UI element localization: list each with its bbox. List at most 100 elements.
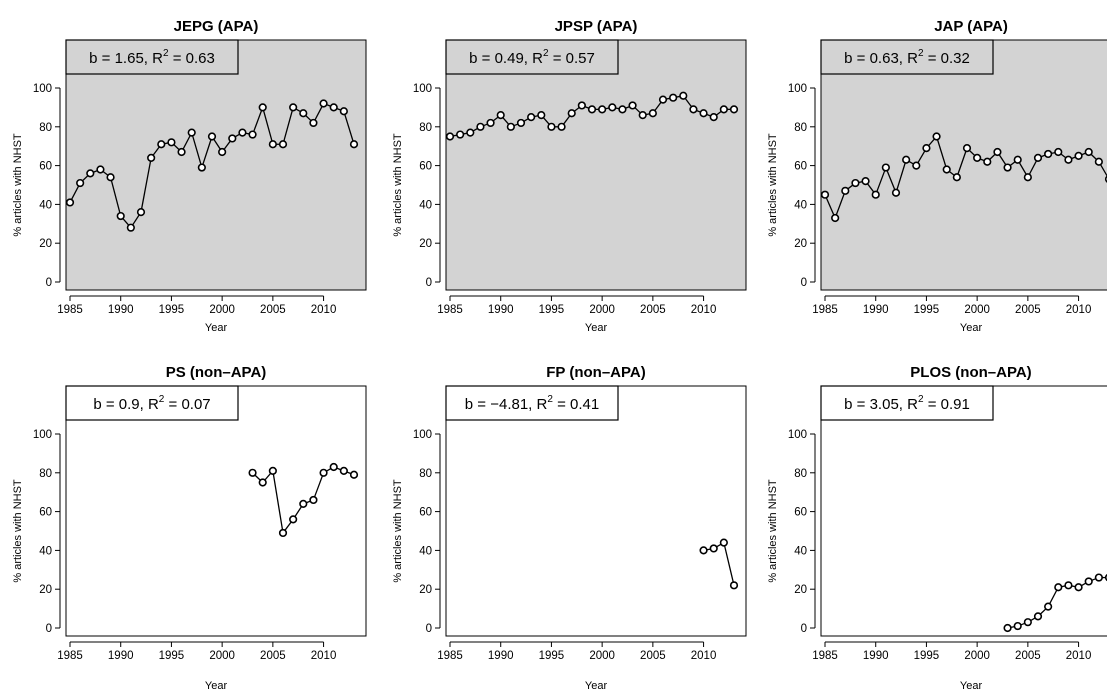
data-point bbox=[628, 101, 637, 110]
chart-panel-1: JEPG (APA)1985 1990 1995 2000 2005 2010020406… bbox=[12, 18, 367, 334]
series-segment bbox=[956, 147, 968, 178]
data-point bbox=[187, 128, 196, 137]
regression-legend: b = 0.63, R2 = 0.32 bbox=[844, 48, 970, 67]
data-point bbox=[258, 103, 267, 112]
regression-legend: b = 0.49, R2 = 0.57 bbox=[469, 48, 595, 67]
data-point bbox=[537, 111, 546, 120]
y-tick-label: 60 bbox=[419, 161, 432, 173]
series-segment bbox=[109, 177, 122, 217]
legend-r-superscript: 2 bbox=[918, 394, 924, 405]
regression-legend-box bbox=[65, 385, 239, 421]
series-segment bbox=[312, 472, 325, 501]
data-point bbox=[1023, 618, 1032, 627]
chart-panel-2: JPSP (APA)1985 1990 1995 2000 2005 2010020406… bbox=[392, 18, 747, 334]
legend-r-superscript: 2 bbox=[547, 394, 553, 405]
legend-r: R bbox=[537, 396, 548, 413]
data-point bbox=[983, 157, 992, 166]
data-point bbox=[466, 128, 475, 137]
data-point bbox=[527, 112, 536, 122]
data-point bbox=[1033, 153, 1043, 162]
x-tick-label: 1985 bbox=[437, 650, 463, 662]
x-tick-label: 1995 bbox=[914, 304, 940, 316]
data-point bbox=[618, 105, 627, 114]
data-point bbox=[207, 132, 217, 141]
y-tick-label: 40 bbox=[39, 199, 52, 211]
data-point bbox=[116, 211, 125, 221]
data-point bbox=[557, 122, 566, 131]
y-tick-label: 40 bbox=[794, 199, 807, 211]
data-point bbox=[547, 122, 556, 131]
plot-area bbox=[445, 385, 747, 637]
y-tick-label: 40 bbox=[419, 545, 432, 557]
series-segment bbox=[935, 136, 948, 170]
data-point bbox=[598, 105, 607, 114]
y-tick-label: 60 bbox=[794, 161, 807, 173]
data-point bbox=[577, 101, 586, 110]
regression-legend-box bbox=[820, 39, 994, 75]
x-tick-label: 2005 bbox=[1015, 304, 1041, 316]
data-point bbox=[973, 153, 982, 162]
regression-legend-box bbox=[445, 385, 619, 421]
x-axis-label: Year bbox=[205, 322, 228, 334]
legend-r: R bbox=[907, 396, 918, 413]
data-point bbox=[831, 213, 840, 223]
data-point bbox=[699, 109, 708, 118]
data-point bbox=[319, 99, 328, 108]
data-point bbox=[289, 515, 298, 524]
legend-slope: b = −4.81, bbox=[465, 396, 537, 413]
y-tick-label: 100 bbox=[788, 83, 807, 95]
data-point bbox=[177, 147, 186, 157]
data-point bbox=[871, 190, 880, 199]
data-point bbox=[1044, 602, 1053, 611]
data-point bbox=[1003, 163, 1012, 172]
data-point bbox=[881, 163, 890, 172]
data-point bbox=[719, 538, 728, 547]
series-segment bbox=[262, 107, 274, 145]
x-tick-label: 1990 bbox=[863, 304, 889, 316]
y-tick-label: 100 bbox=[33, 429, 52, 441]
data-point bbox=[1094, 573, 1103, 582]
y-tick-label: 100 bbox=[788, 429, 807, 441]
data-point bbox=[349, 140, 359, 149]
y-axis-label: % articles with NHST bbox=[12, 133, 24, 237]
data-point bbox=[278, 140, 288, 149]
y-tick-label: 0 bbox=[801, 623, 807, 635]
data-point bbox=[309, 118, 318, 128]
data-point bbox=[1023, 173, 1032, 182]
data-point bbox=[587, 105, 597, 114]
y-axis-label: % articles with NHST bbox=[12, 479, 24, 583]
legend-slope: b = 0.49, bbox=[469, 50, 532, 67]
x-tick-label: 1985 bbox=[812, 304, 838, 316]
data-point bbox=[1033, 612, 1043, 621]
data-point bbox=[456, 130, 465, 139]
data-point bbox=[669, 93, 678, 102]
legend-slope: b = 0.9, bbox=[93, 396, 148, 413]
legend-r-value: = 0.57 bbox=[549, 50, 595, 67]
y-axis-label: % articles with NHST bbox=[392, 133, 404, 237]
x-tick-label: 2010 bbox=[1066, 650, 1092, 662]
x-tick-label: 1990 bbox=[488, 304, 514, 316]
data-point bbox=[167, 138, 176, 147]
data-point bbox=[1054, 583, 1063, 592]
data-point bbox=[891, 188, 901, 197]
y-tick-label: 20 bbox=[419, 584, 432, 596]
plot-area bbox=[65, 385, 367, 637]
y-tick-label: 20 bbox=[794, 584, 807, 596]
plot-area bbox=[445, 39, 747, 291]
data-point bbox=[719, 105, 728, 114]
data-point bbox=[861, 177, 870, 186]
data-point bbox=[126, 223, 135, 232]
series-segment bbox=[201, 136, 213, 168]
y-tick-label: 20 bbox=[794, 238, 807, 250]
y-tick-label: 20 bbox=[39, 584, 52, 596]
data-point bbox=[679, 91, 688, 100]
y-axis-label: % articles with NHST bbox=[392, 479, 404, 583]
y-tick-label: 0 bbox=[801, 277, 807, 289]
x-tick-label: 1990 bbox=[108, 304, 134, 316]
data-point bbox=[1094, 157, 1103, 166]
data-point bbox=[506, 122, 515, 131]
x-axis-label: Year bbox=[960, 322, 983, 334]
data-point bbox=[709, 544, 718, 553]
data-point bbox=[278, 528, 288, 538]
data-point bbox=[339, 466, 348, 475]
